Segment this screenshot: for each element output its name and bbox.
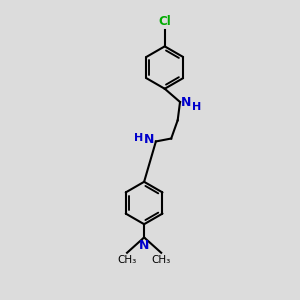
Text: CH₃: CH₃ <box>117 255 137 265</box>
Text: H: H <box>134 133 143 143</box>
Text: N: N <box>181 95 192 109</box>
Text: Cl: Cl <box>158 15 171 28</box>
Text: H: H <box>192 102 202 112</box>
Text: N: N <box>144 133 154 146</box>
Text: N: N <box>139 238 149 252</box>
Text: CH₃: CH₃ <box>152 255 171 265</box>
